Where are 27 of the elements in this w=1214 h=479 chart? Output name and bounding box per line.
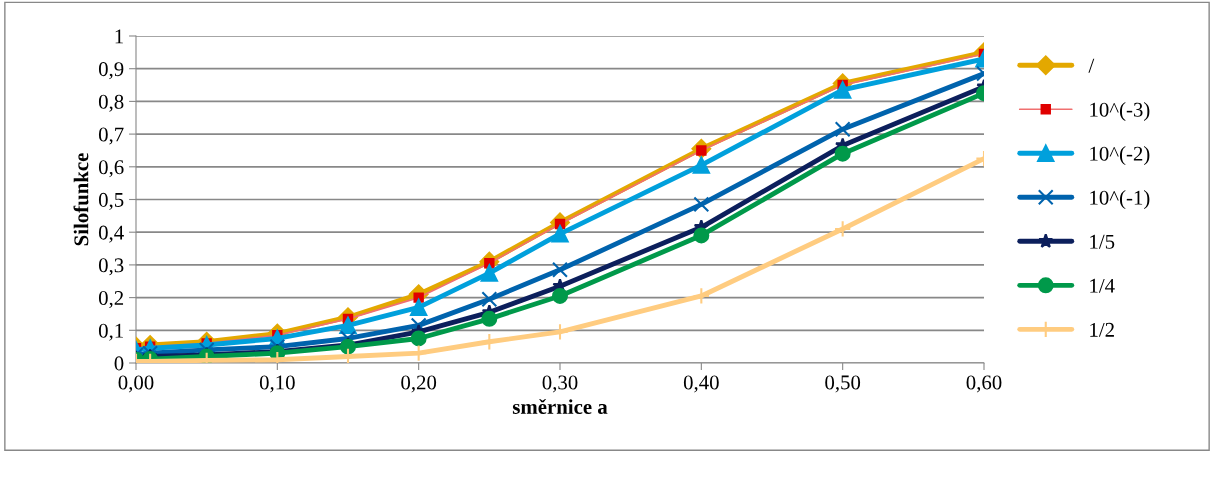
x-tick-label: 0,20 [401,375,437,393]
x-tick-label: 0,50 [825,375,861,393]
x-tick-label: 0,10 [259,375,295,393]
y-axis-title: Silofunkce [73,153,89,246]
y-tick-label: 0,2 [98,290,124,309]
x-axis-title: směrnice a [512,399,608,414]
y-tick-label: 1 [115,29,123,44]
y-tick-label: 0,8 [98,94,124,112]
legend-label: 1/4 [1090,278,1115,293]
y-tick-label: 0,1 [98,323,123,341]
legend-label: 1/5 [1090,234,1115,249]
legend-label: 10^(-1) [1090,190,1150,210]
legend-label: 10^(-3) [1090,102,1150,121]
x-tick-label: 0,60 [966,375,1002,393]
y-tick-label: 0,9 [98,62,124,80]
y-tick-label: 0,6 [98,160,124,178]
x-tick-label: 0,30 [542,375,578,393]
y-tick-label: 0,3 [98,258,124,276]
y-tick-label: 0,5 [98,192,124,210]
y-tick-label: 0 [114,356,124,371]
y-tick-label: 0,7 [98,127,124,145]
legend-label: 1/2 [1090,322,1114,337]
y-tick-label: 0,4 [98,225,124,243]
legend-label: / [1088,58,1095,73]
x-tick-label: 0,00 [118,375,154,393]
legend-label: 10^(-2) [1090,146,1150,165]
x-tick-label: 0,40 [683,375,719,393]
